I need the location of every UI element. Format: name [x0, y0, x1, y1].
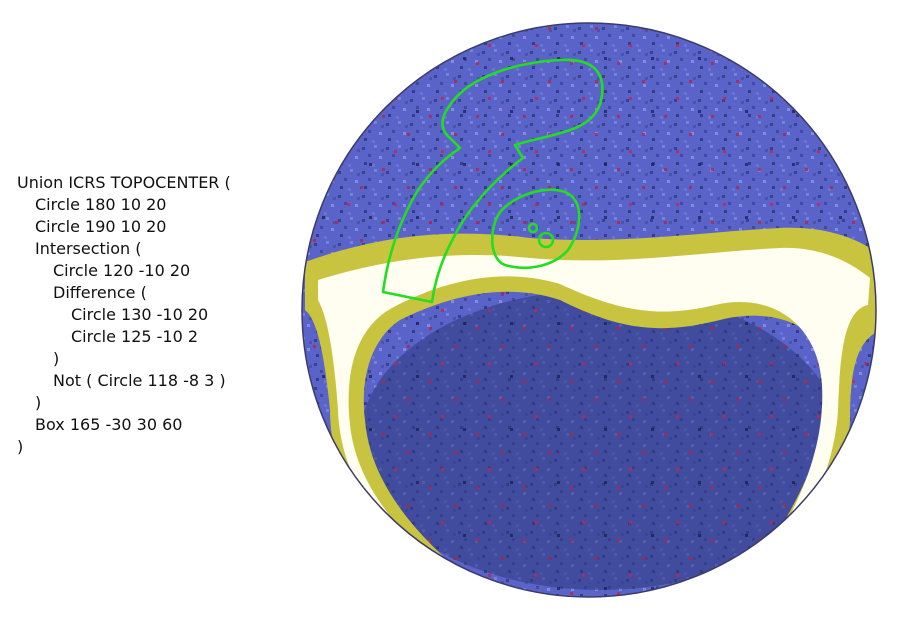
stc-line: Circle 125 -10 2: [71, 327, 199, 346]
stc-line: Union ICRS TOPOCENTER (: [17, 173, 231, 192]
stc-line: Not ( Circle 118 -8 3 ): [53, 371, 226, 390]
stc-line: Circle 120 -10 20: [53, 261, 191, 280]
stc-line: ): [53, 349, 60, 368]
stc-line: Intersection (: [35, 239, 142, 258]
difference-hole-circle: [537, 231, 555, 249]
stc-line: ): [35, 393, 42, 412]
not-circle: [527, 222, 539, 234]
stc-line: ): [17, 437, 24, 456]
union-outline: [381, 58, 604, 304]
stc-line: Box 165 -30 30 60: [35, 415, 183, 434]
stc-line: Circle 180 10 20: [35, 195, 167, 214]
stc-line: Circle 130 -10 20: [71, 305, 209, 324]
stc-line: Circle 190 10 20: [35, 217, 167, 236]
stc-region-text: Union ICRS TOPOCENTER ( Circle 180 10 20 C…: [17, 172, 231, 458]
stc-line: Difference (: [53, 283, 147, 302]
intersection-outline: [490, 188, 581, 269]
galactic-band-core: [318, 247, 870, 578]
sky-disk-border: [301, 22, 877, 598]
galactic-band-edge: [305, 227, 876, 580]
